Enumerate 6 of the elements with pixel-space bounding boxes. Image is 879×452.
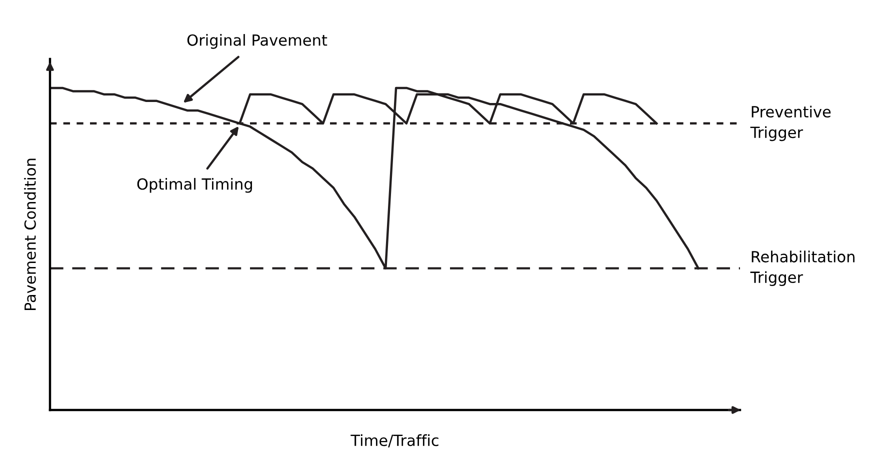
annotation: Optimal Timing (137, 178, 252, 193)
ref-line-label: Preventive Trigger (750, 106, 831, 142)
ref-line-label: Rehabilitation Trigger (750, 250, 854, 286)
y-axis-title: Pavement Condition (24, 158, 36, 310)
x-axis-title: Time/Traffic (350, 434, 438, 448)
text: Original Pavement (187, 34, 328, 49)
